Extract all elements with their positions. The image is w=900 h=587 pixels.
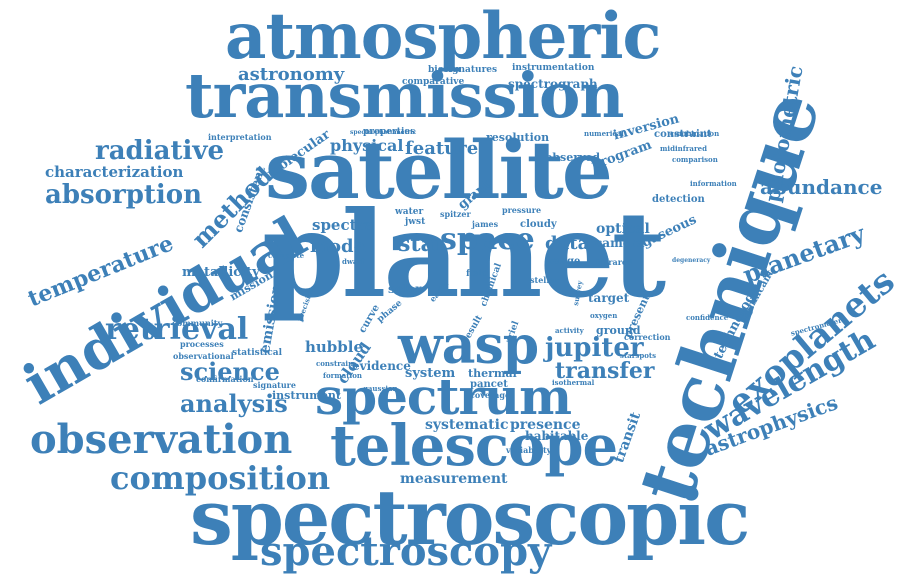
word: thermal (468, 368, 517, 379)
word: camera (595, 237, 645, 249)
word: habitable (525, 430, 588, 442)
word: activity (555, 327, 584, 334)
word: systematic (425, 418, 508, 432)
word: correction (624, 333, 670, 341)
word: detection (652, 195, 705, 205)
word: characterization (45, 165, 183, 180)
word: processes (180, 340, 224, 348)
word: infrared (596, 258, 633, 266)
word: observation (30, 420, 292, 460)
word: starspots (620, 352, 656, 359)
word: statistical (232, 349, 282, 358)
word: complete (268, 252, 304, 259)
word: physical (330, 138, 403, 154)
word: jwst (405, 218, 425, 227)
word: solar (388, 283, 421, 295)
word: astronomy (238, 66, 344, 84)
word: instrument (272, 390, 341, 401)
word: coverage (470, 391, 510, 399)
word: biosignatures (428, 66, 497, 75)
word: measurement (400, 472, 508, 486)
word: midinfrared (660, 145, 707, 152)
word: spectrophotometric (350, 130, 416, 136)
word: comparative (402, 78, 464, 87)
word: optical (596, 222, 650, 236)
word: field (466, 270, 488, 279)
word: system (405, 367, 455, 380)
word: target (588, 292, 629, 304)
word: radiative (95, 138, 224, 164)
word: interpretation (208, 133, 272, 141)
word: confirmation (196, 375, 254, 383)
word: pancet (470, 380, 508, 390)
word: numerical (584, 130, 624, 137)
word: cloudy (520, 220, 557, 230)
word: isothermal (552, 379, 594, 386)
word: gaussian (363, 385, 398, 392)
word: combination (670, 130, 719, 137)
word: range (548, 257, 580, 267)
word: constrain (316, 360, 353, 367)
word: observed (545, 152, 600, 163)
word: absorption (45, 182, 202, 208)
word: confidence (686, 314, 728, 321)
word: observational (173, 352, 234, 360)
word: oxygen (590, 312, 617, 319)
word: degeneracy (672, 258, 710, 264)
word: community (172, 319, 222, 327)
word: water (395, 208, 423, 217)
word: spectrograph (508, 78, 598, 90)
word: data (545, 235, 589, 253)
word: feature (405, 140, 478, 158)
word: spectroscopy (260, 532, 551, 572)
word: stellar (530, 276, 559, 284)
word: metallicity (182, 266, 260, 279)
word: instrumentation (512, 64, 594, 73)
word: pressure (502, 206, 541, 214)
word: resolution (486, 132, 549, 143)
word: information (690, 180, 737, 187)
word: model (310, 238, 372, 256)
word: james (472, 220, 498, 228)
word: signature (253, 381, 296, 389)
word: formation (323, 372, 362, 379)
word: dwarf (342, 258, 364, 265)
word: variability (506, 446, 551, 454)
word: comparison (672, 156, 718, 163)
word: spitzer (440, 210, 471, 218)
word: spectra (312, 218, 374, 233)
word: star (398, 233, 446, 255)
word: composition (110, 462, 330, 494)
